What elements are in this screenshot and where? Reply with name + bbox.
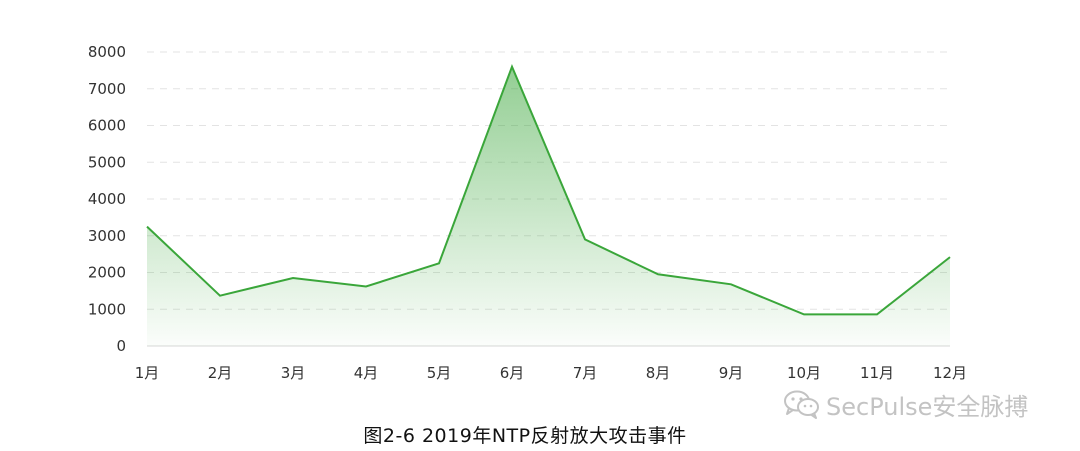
x-tick-label: 3月 [281,364,306,382]
series-area [147,66,950,346]
x-tick-label: 2月 [208,364,233,382]
y-tick-label: 2000 [88,264,126,282]
x-tick-label: 9月 [719,364,744,382]
y-tick-label: 4000 [88,190,126,208]
x-tick-label: 12月 [933,364,967,382]
x-tick-label: 10月 [787,364,821,382]
x-axis-ticks: 1月 2月 3月 4月 5月 6月 7月 8月 9月 10月 11月 12月 [135,364,967,382]
x-tick-label: 4月 [354,364,379,382]
y-tick-label: 0 [116,337,126,355]
watermark: SecPulse安全脉搏 [782,389,1029,421]
watermark-text: SecPulse安全脉搏 [826,392,1029,421]
line-layer [146,63,951,316]
x-tick-label: 8月 [646,364,671,382]
x-tick-label: 5月 [427,364,452,382]
chart-caption: 图2-6 2019年NTP反射放大攻击事件 [363,425,687,447]
x-tick-label: 11月 [860,364,894,382]
y-tick-label: 6000 [88,117,126,135]
y-tick-label: 7000 [88,80,126,98]
area-layer [147,66,950,346]
y-tick-label: 1000 [88,300,126,318]
y-tick-label: 3000 [88,227,126,245]
x-tick-label: 7月 [573,364,598,382]
wechat-icon [784,390,819,419]
y-tick-label: 8000 [88,43,126,61]
x-tick-label: 1月 [135,364,160,382]
x-tick-label: 6月 [500,364,525,382]
series-line [146,63,951,316]
y-tick-label: 5000 [88,153,126,171]
y-axis-ticks: 0 1000 2000 3000 4000 5000 6000 7000 8000 [88,43,126,355]
